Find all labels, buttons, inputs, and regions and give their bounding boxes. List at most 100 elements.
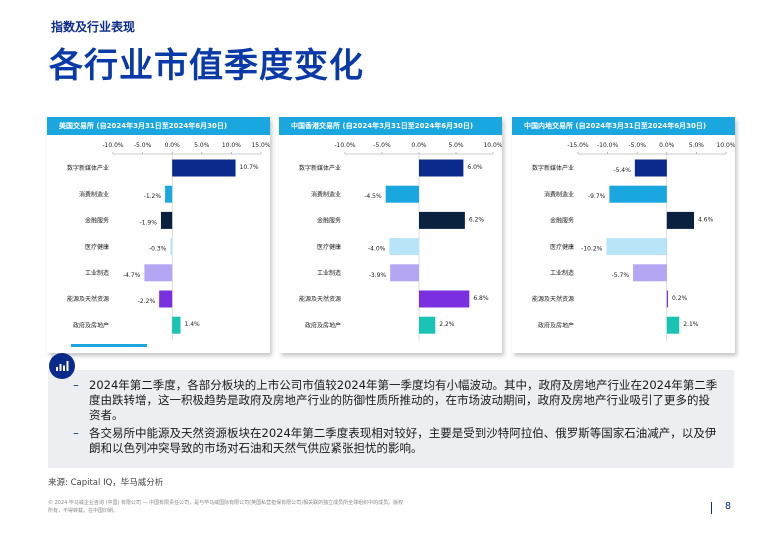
x-tick-label: 5.0% (194, 142, 210, 149)
bar (666, 316, 680, 334)
chart-title: 美国交易所 (自2024年3月31日至2024年6月30日) (47, 117, 270, 135)
data-label: -5.7% (612, 272, 630, 279)
data-label: -0.3% (149, 246, 167, 253)
bar (385, 185, 419, 203)
x-tick-label: -10.0% (597, 142, 619, 149)
category-label: 能源及天然资源 (532, 295, 574, 303)
bar (170, 238, 173, 256)
bar (419, 159, 464, 177)
x-tick-label: 0.0% (659, 142, 675, 149)
data-label: 4.6% (698, 216, 714, 223)
source-note: 来源: Capital IQ，毕马威分析 (48, 478, 164, 488)
bar (609, 185, 667, 203)
category-label: 数字新媒体产业 (532, 164, 574, 172)
chart-title: 中国香港交易所 (自2024年3月31日至2024年6月30日) (279, 117, 502, 135)
bar (165, 185, 173, 203)
data-label: -4.0% (368, 246, 386, 253)
x-tick-label: 15.0% (251, 142, 270, 149)
bar-chart-us: -10.0% -5.0% 0.0% 5.0% 10.0% 15.0% 数字新媒体产业 10.7… (67, 142, 270, 341)
bar (419, 290, 470, 308)
category-label: 政府及房地产 (305, 321, 341, 329)
bar-chart-icon (49, 353, 75, 379)
note-item: 2024年第二季度，各部分板块的上市公司市值较2024年第一季度均有小幅波动。其… (73, 378, 720, 423)
data-label: 1.4% (184, 321, 200, 328)
x-tick-label: 10.0% (483, 142, 502, 149)
category-label: 能源及天然资源 (67, 295, 109, 303)
data-label: -2.2% (138, 298, 156, 305)
bar (634, 159, 667, 177)
data-label: -4.7% (123, 272, 141, 279)
category-label: 消费制造业 (544, 190, 574, 198)
bar (606, 238, 667, 256)
category-label: 工业制造 (85, 269, 109, 277)
x-tick-label: -5.0% (134, 142, 152, 149)
category-label: 医疗健康 (550, 243, 574, 251)
category-label: 数字新媒体产业 (299, 164, 341, 172)
bar (666, 211, 695, 229)
x-tick-label: 5.0% (448, 142, 464, 149)
chart-panel-us: 美国交易所 (自2024年3月31日至2024年6月30日) -10.0% -5.… (47, 117, 270, 353)
data-label: 2.1% (683, 321, 699, 328)
data-label: -10.2% (581, 246, 603, 253)
page-number: 8 (725, 501, 732, 512)
chart-panel-hk: 中国香港交易所 (自2024年3月31日至2024年6月30日) -10.0% -… (279, 117, 502, 353)
category-label: 金融服务 (550, 217, 574, 225)
bar (160, 211, 173, 229)
data-label: -3.9% (369, 272, 387, 279)
data-label: -5.4% (613, 167, 631, 174)
data-label: -1.2% (144, 193, 162, 200)
data-label: 6.0% (467, 164, 483, 171)
data-label: 2.2% (439, 321, 455, 328)
bar-chart-cn: -15.0% -10.0% -5.0% 0.0% 5.0% 10.0% 数字新媒体产业 -5.… (532, 142, 735, 341)
category-label: 医疗健康 (317, 243, 341, 251)
category-label: 金融服务 (85, 217, 109, 225)
x-tick-label: 5.0% (689, 142, 705, 149)
chart-title: 中国内地交易所 (自2024年3月31日至2024年6月30日) (512, 117, 735, 135)
bar (390, 264, 419, 282)
data-label: 6.8% (473, 295, 489, 302)
category-label: 医疗健康 (85, 243, 109, 251)
bar (389, 238, 419, 256)
data-label: -4.5% (364, 193, 382, 200)
section-label: 指数及行业表现 (51, 20, 136, 34)
category-label: 金融服务 (317, 217, 341, 225)
data-label: -9.7% (588, 193, 606, 200)
x-tick-label: 10.0% (222, 142, 241, 149)
bar (419, 211, 465, 229)
bar (172, 316, 181, 334)
category-label: 数字新媒体产业 (67, 164, 109, 172)
note-item: 各交易所中能源及天然资源板块在2024年第二季度表现相对较好，主要是受到沙特阿拉… (73, 426, 720, 456)
bar (159, 290, 173, 308)
category-label: 消费制造业 (311, 190, 341, 198)
x-tick-label: -5.0% (628, 142, 646, 149)
chart-panel-cn: 中国内地交易所 (自2024年3月31日至2024年6月30日) -15.0% -… (512, 117, 735, 353)
category-label: 政府及房地产 (538, 321, 574, 329)
notes-box: 2024年第二季度，各部分板块的上市公司市值较2024年第一季度均有小幅波动。其… (48, 370, 734, 468)
bar-chart-hk: -10.0% -5.0% 0.0% 5.0% 10.0% 数字新媒体产业 6.0% 消费制造业… (299, 142, 502, 341)
bar (172, 159, 236, 177)
data-label: -1.9% (140, 219, 158, 226)
x-tick-label: -10.0% (334, 142, 356, 149)
data-label: 0.2% (672, 295, 688, 302)
disclaimer: © 2024 毕马威企业咨询 (中国) 有限公司 — 中国有限责任公司，是与毕马… (48, 500, 404, 514)
divider (71, 344, 147, 347)
category-label: 政府及房地产 (73, 321, 109, 329)
x-tick-label: 0.0% (165, 142, 181, 149)
x-tick-label: -10.0% (102, 142, 124, 149)
x-tick-label: 10.0% (716, 142, 735, 149)
bar (419, 316, 436, 334)
category-label: 工业制造 (550, 269, 574, 277)
category-label: 工业制造 (317, 269, 341, 277)
page-separator (711, 502, 712, 514)
bar (666, 290, 668, 308)
x-tick-label: 0.0% (411, 142, 427, 149)
category-label: 能源及天然资源 (299, 295, 341, 303)
x-tick-label: -5.0% (373, 142, 391, 149)
page-title: 各行业市值季度变化 (49, 46, 364, 86)
bar (144, 264, 173, 282)
data-label: 6.2% (469, 216, 485, 223)
data-label: 10.7% (240, 164, 259, 171)
bar (633, 264, 667, 282)
category-label: 消费制造业 (79, 190, 109, 198)
x-tick-label: -15.0% (567, 142, 589, 149)
